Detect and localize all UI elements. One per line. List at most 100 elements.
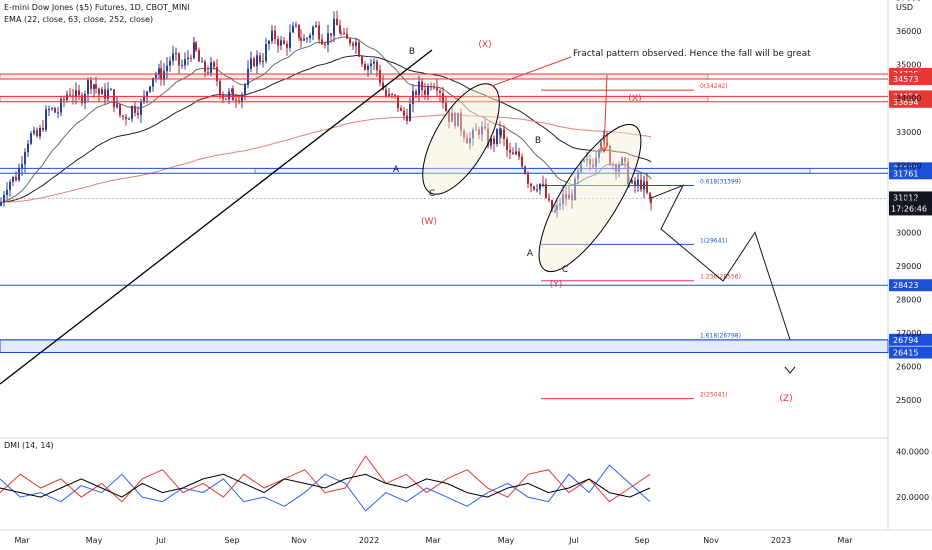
dmi-tick-label: 40.0000	[896, 447, 929, 456]
fib-label: 1.236(28556)	[700, 274, 741, 281]
candle-body	[295, 24, 297, 26]
level-tag	[889, 333, 932, 346]
candle-body	[286, 43, 288, 48]
level-tag-label: 34573	[893, 75, 918, 84]
dmi-legend: DMI (14, 14)	[4, 441, 54, 450]
dmi-pane: 40.0000 20.0000	[0, 447, 929, 512]
candle-body	[373, 61, 375, 64]
candle-body	[119, 104, 121, 116]
candle-body	[451, 113, 453, 122]
candle-body	[355, 42, 357, 46]
x-tick-label: Jul	[155, 536, 166, 545]
candle-body	[394, 94, 396, 96]
symbol-title: E-mini Dow Jones ($5) Futures, 1D, CBOT_…	[4, 3, 190, 12]
candle-body	[415, 91, 417, 95]
candle-body	[48, 108, 50, 110]
candle-body	[315, 25, 317, 27]
candle-body	[568, 194, 570, 200]
candle-body	[277, 39, 279, 46]
candle-body	[30, 133, 32, 144]
x-tick-label: May	[86, 536, 103, 545]
trendline	[0, 49, 433, 385]
level-tag-label: 26794	[893, 336, 918, 345]
candle-body	[268, 41, 270, 45]
candle-body	[343, 33, 345, 35]
horizontal-levels[interactable]: 3472534573340543389431909317612842326794…	[0, 67, 932, 359]
y-tick-label: 30000	[896, 228, 921, 237]
candle-body	[640, 179, 642, 190]
candle-body	[125, 116, 127, 119]
candle-body	[244, 84, 246, 95]
candle-body	[54, 107, 56, 113]
candle-body	[303, 38, 305, 41]
candle-body	[306, 38, 308, 40]
fractal-ellipse-2	[538, 123, 642, 273]
candle-body	[466, 137, 468, 144]
wave-label: C	[562, 265, 568, 275]
candle-body	[545, 183, 547, 198]
candle-body	[9, 181, 11, 190]
candle-body	[577, 171, 579, 179]
candle-body	[412, 91, 414, 105]
dmi-minus-line	[0, 455, 651, 503]
y-tick-label: 26000	[896, 362, 921, 371]
fib-label: 0.618(31399)	[700, 178, 741, 185]
y-tick-label: 33000	[896, 128, 921, 137]
candle-body	[500, 129, 502, 136]
candle-body	[0, 202, 2, 206]
candle-body	[298, 24, 300, 38]
candle-body	[327, 33, 329, 45]
candle-body	[376, 61, 378, 71]
candle-body	[321, 39, 323, 45]
candle-body	[66, 94, 68, 100]
candle-body	[172, 53, 174, 61]
y-tick-label: 37000	[896, 0, 921, 3]
dmi-tick-label: 20.0000	[896, 493, 929, 502]
candle-body	[193, 42, 195, 59]
candle-body	[300, 37, 302, 41]
candle-body	[312, 26, 314, 36]
candle-body	[93, 84, 95, 89]
level-tag	[889, 279, 932, 292]
projection-path	[649, 184, 791, 340]
candle-body	[559, 203, 561, 206]
candle-body	[551, 200, 553, 212]
candle-body	[445, 102, 447, 111]
target-band	[0, 339, 889, 354]
candle-body	[274, 30, 276, 40]
ema-legend: EMA (22, close, 63, close, 252, close)	[4, 15, 154, 24]
candle-body	[15, 176, 17, 181]
candle-body	[439, 90, 441, 93]
candle-body	[152, 77, 154, 87]
y-tick-label: 28000	[896, 295, 921, 304]
candle-body	[518, 151, 520, 157]
candle-body	[634, 180, 636, 187]
candle-body	[289, 32, 291, 48]
candle-body	[143, 95, 145, 102]
resistance-band-lower	[0, 96, 709, 103]
candle-body	[524, 166, 526, 174]
candle-body	[210, 62, 212, 73]
x-tick-label: Nov	[291, 536, 307, 545]
candle-body	[512, 152, 514, 155]
candle-body	[421, 81, 423, 90]
candle-body	[238, 100, 240, 102]
wave-label: (X)	[628, 94, 641, 104]
candle-body	[487, 128, 489, 146]
currency-label: USD	[896, 3, 913, 12]
candle-body	[460, 113, 462, 131]
candle-body	[382, 82, 384, 90]
candle-body	[457, 113, 459, 127]
candle-body	[309, 35, 311, 39]
candle-body	[101, 89, 103, 95]
candle-body	[556, 205, 558, 211]
candle-body	[187, 57, 189, 60]
candle-body	[542, 183, 544, 185]
candle-body	[484, 126, 486, 129]
candle-body	[137, 112, 139, 115]
candle-body	[406, 115, 408, 121]
candle-body	[84, 93, 86, 104]
candle-body	[213, 62, 215, 67]
candle-body	[184, 59, 186, 66]
